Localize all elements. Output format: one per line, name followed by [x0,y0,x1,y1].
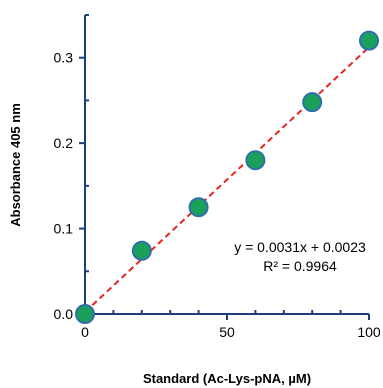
equation-label: y = 0.0031x + 0.0023 [234,239,366,255]
data-point [188,197,209,218]
data-point [359,30,379,51]
y-axis-title: Absorbance 405 nm [8,103,23,227]
r-squared-label: R² = 0.9964 [263,258,337,274]
trendline [84,46,370,313]
ticks: 0.0 0.1 0.2 0.3 0 50 100 [54,14,381,340]
x-tick-label: 50 [219,324,235,340]
y-tick-label: 0.3 [54,50,74,66]
y-tick-label: 0.0 [54,306,74,322]
data-point [302,92,323,113]
data-point [131,240,152,261]
x-axis-title: Standard (Ac-Lys-pNA, µM) [143,371,311,386]
data-point [75,304,95,324]
points-group [75,30,379,324]
x-tick-label: 100 [357,324,381,340]
trendline-group [84,46,370,313]
y-tick-label: 0.2 [54,135,74,151]
y-tick-label: 0.1 [54,221,74,237]
x-tick-label: 0 [81,324,89,340]
data-point [245,150,266,171]
